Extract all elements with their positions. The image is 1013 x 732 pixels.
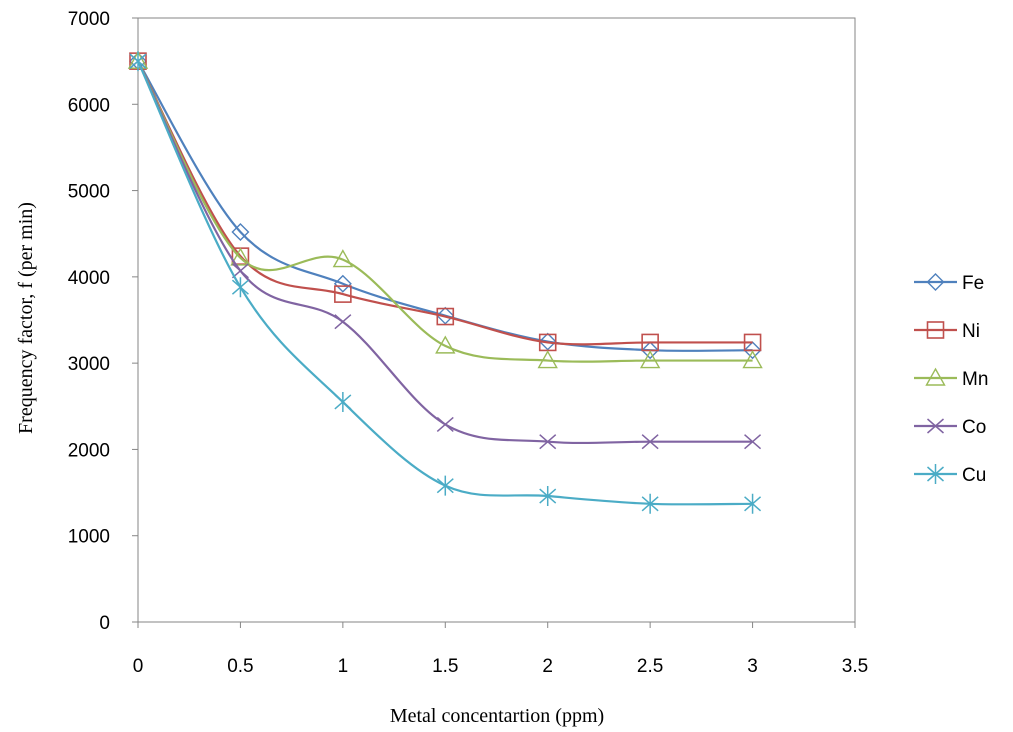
y-axis-title: Frequency factor, f (per min) <box>15 202 37 434</box>
x-tick-label: 3.5 <box>842 656 868 677</box>
data-point <box>436 306 455 325</box>
x-tick-label: 0.5 <box>227 656 253 677</box>
y-tick-label: 5000 <box>68 182 110 203</box>
data-point <box>744 493 762 514</box>
y-tick-label: 4000 <box>68 268 110 289</box>
series-line <box>137 60 753 445</box>
legend-marker <box>927 418 944 434</box>
legend-marker <box>927 464 944 484</box>
series-line <box>137 60 753 363</box>
legend-label: Fe <box>962 273 984 294</box>
data-point <box>334 391 352 412</box>
plot-area <box>137 17 856 623</box>
data-point <box>332 249 354 268</box>
x-tick-label: 3 <box>747 656 758 677</box>
y-tick-label: 7000 <box>68 9 110 30</box>
legend-item-cu: Cu <box>914 464 986 486</box>
data-point <box>231 277 249 298</box>
legend-item-co: Co <box>914 417 986 438</box>
series-mn <box>127 50 763 369</box>
data-point <box>539 434 557 450</box>
series-line <box>136 60 753 506</box>
y-axis: 0 1000 2000 3000 4000 5000 6000 7000 <box>68 9 138 634</box>
data-point <box>641 341 660 360</box>
data-point <box>743 341 762 360</box>
data-point <box>129 51 147 72</box>
y-tick-label: 3000 <box>68 354 110 375</box>
y-tick-label: 6000 <box>68 95 110 116</box>
data-point <box>641 434 659 450</box>
x-axis: 0 0.5 1 1.5 2 2.5 3 3.5 <box>133 622 868 677</box>
data-point <box>742 350 763 369</box>
legend-label: Mn <box>962 369 988 390</box>
x-tick-label: 0 <box>133 656 144 677</box>
legend-item-ni: Ni <box>914 321 980 342</box>
legend-label: Ni <box>962 321 980 342</box>
data-point <box>436 307 455 326</box>
series-group <box>127 50 763 514</box>
series-cu <box>129 51 762 514</box>
data-point <box>334 285 352 303</box>
data-point <box>641 493 659 514</box>
data-point <box>539 486 557 507</box>
series-line <box>137 60 753 346</box>
x-tick-label: 2.5 <box>637 656 663 677</box>
legend-marker <box>925 367 946 386</box>
data-point <box>230 247 251 266</box>
data-point <box>435 335 456 354</box>
data-point <box>333 274 352 293</box>
legend: Fe Ni Mn Co Cu <box>914 273 988 486</box>
y-tick-label: 1000 <box>68 527 110 548</box>
legend-marker <box>926 321 945 339</box>
series-co <box>129 53 762 450</box>
x-tick-label: 1.5 <box>432 656 458 677</box>
legend-label: Cu <box>962 465 986 486</box>
data-point <box>231 222 250 241</box>
plot-border <box>137 17 856 623</box>
data-point <box>231 263 249 279</box>
data-point <box>537 350 558 369</box>
data-point <box>436 475 454 496</box>
data-point <box>538 332 557 351</box>
data-point <box>436 416 454 432</box>
series-fe <box>129 52 762 360</box>
legend-item-fe: Fe <box>914 273 984 294</box>
legend-label: Co <box>962 417 986 438</box>
data-point <box>334 314 352 330</box>
series-ni <box>129 52 762 352</box>
data-point <box>744 434 762 450</box>
data-point <box>639 350 661 369</box>
legend-marker <box>926 273 945 291</box>
y-tick-label: 0 <box>99 613 110 634</box>
x-tick-label: 1 <box>338 656 349 677</box>
legend-item-mn: Mn <box>914 367 988 390</box>
y-tick-label: 2000 <box>68 440 110 461</box>
x-tick-label: 2 <box>542 656 553 677</box>
x-axis-title: Metal concentartion (ppm) <box>390 705 604 727</box>
